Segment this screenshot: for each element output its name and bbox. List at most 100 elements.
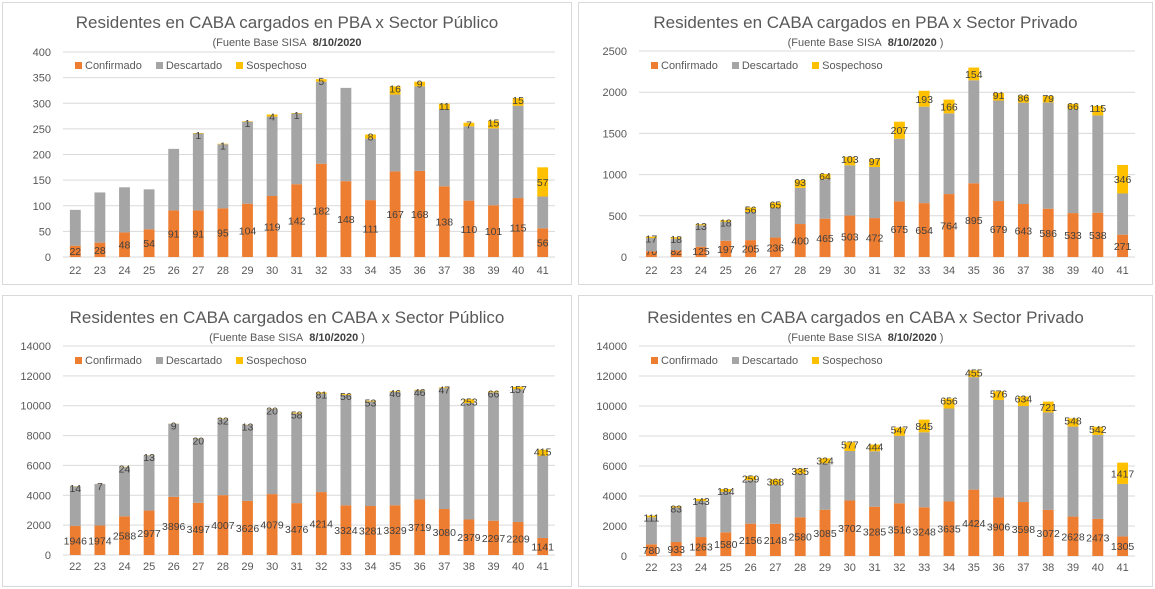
x-tick-label: 25: [720, 562, 732, 574]
bar-confirmado: [291, 184, 303, 257]
x-tick-label: 31: [291, 265, 303, 277]
data-label-confirmado: 115: [510, 223, 527, 235]
bar-sospechoso: [918, 90, 930, 107]
data-label-confirmado: 3635: [937, 524, 961, 536]
bar-confirmado: [389, 171, 401, 257]
data-label-confirmado: 4079: [260, 520, 284, 532]
bar-confirmado: [217, 495, 229, 555]
data-label-sospechoso: 13: [242, 422, 254, 434]
bar-confirmado: [695, 246, 707, 257]
data-label-confirmado: 1974: [88, 535, 112, 547]
x-tick-label: 26: [744, 562, 756, 574]
x-tick-label: 34: [364, 561, 376, 573]
data-label-confirmado: 54: [143, 238, 155, 250]
legend-swatch: [75, 356, 82, 364]
bar-descartado: [769, 207, 781, 238]
x-tick-label: 37: [438, 561, 450, 573]
data-label-confirmado: 91: [168, 229, 180, 241]
data-label-sospechoso: 634: [1015, 394, 1033, 406]
data-label-sospechoso: 58: [291, 410, 303, 422]
x-tick-label: 30: [266, 561, 278, 573]
bar-descartado: [242, 424, 253, 501]
x-tick-label: 23: [670, 265, 682, 277]
x-tick-label: 23: [94, 561, 106, 573]
data-label-confirmado: 3329: [383, 525, 407, 537]
y-tick-label: 500: [609, 211, 627, 223]
data-label-confirmado: 70: [646, 246, 658, 258]
x-tick-label: 38: [463, 561, 475, 573]
data-label-confirmado: 586: [1039, 228, 1057, 240]
data-label-sospechoso: 7: [97, 481, 103, 493]
bar-sospechoso: [389, 86, 401, 95]
legend-swatch: [651, 356, 658, 364]
bar-descartado: [819, 179, 831, 219]
data-label-sospechoso: 13: [695, 221, 707, 233]
y-tick-label: 0: [45, 550, 51, 562]
data-label-sospechoso: 721: [1039, 402, 1057, 414]
bar-descartado: [365, 401, 376, 507]
x-tick-label: 38: [463, 265, 475, 277]
x-tick-label: 35: [968, 562, 980, 574]
chart-title: Residentes en CABA cargados en CABA x Se…: [647, 308, 1084, 327]
bar-descartado: [968, 80, 980, 184]
bar-confirmado: [769, 523, 781, 556]
bar-confirmado: [340, 505, 352, 555]
x-tick-label: 29: [241, 561, 253, 573]
data-label-confirmado: 1305: [1111, 541, 1135, 553]
bar-sospechoso: [217, 143, 229, 145]
data-label-sospechoso: 548: [1064, 415, 1082, 427]
bar-descartado: [1042, 412, 1054, 510]
bar-sospechoso: [794, 468, 806, 474]
bar-descartado: [291, 413, 303, 504]
bar-descartado: [1092, 115, 1104, 213]
x-tick-label: 27: [192, 265, 204, 277]
y-tick-label: 8000: [603, 431, 627, 443]
bar-descartado: [993, 399, 1005, 498]
data-label-sospechoso: 11: [439, 101, 450, 113]
data-label-confirmado: 780: [643, 545, 661, 557]
y-tick-label: 8000: [27, 431, 51, 443]
x-tick-label: 34: [943, 562, 955, 574]
data-label-sospechoso: 66: [488, 388, 500, 400]
x-tick-label: 26: [168, 561, 180, 573]
legend-label: Sospechoso: [246, 60, 307, 73]
x-tick-label: 29: [819, 562, 831, 574]
x-tick-label: 29: [819, 265, 831, 277]
data-label-sospechoso: 259: [742, 473, 760, 485]
source-close: ): [936, 332, 944, 344]
data-label-confirmado: 764: [940, 221, 958, 233]
data-label-sospechoso: 577: [841, 439, 859, 451]
data-label-confirmado: 2977: [137, 528, 161, 540]
legend-label: Descartado: [741, 60, 799, 73]
data-label-sospechoso: 154: [965, 69, 983, 81]
data-label-sospechoso: 115: [1089, 103, 1106, 115]
data-label-sospechoso: 1: [245, 118, 251, 130]
x-tick-label: 30: [844, 562, 856, 574]
bar-confirmado: [943, 501, 955, 556]
bar-descartado: [1092, 434, 1104, 519]
y-tick-label: 6000: [603, 461, 627, 473]
data-label-sospechoso: 335: [791, 466, 809, 478]
bar-confirmado: [1042, 509, 1054, 556]
data-label-confirmado: 197: [717, 244, 735, 256]
bar-confirmado: [512, 198, 524, 257]
data-label-confirmado: 2297: [482, 533, 506, 545]
x-tick-label: 24: [118, 265, 130, 277]
data-label-sospechoso: 576: [990, 388, 1008, 400]
bar-confirmado: [488, 205, 499, 257]
legend-label: Sospechoso: [246, 355, 307, 368]
bar-descartado: [315, 81, 327, 164]
bar-confirmado: [918, 507, 930, 556]
bar-descartado: [365, 138, 376, 201]
data-label-confirmado: 168: [411, 209, 429, 221]
bar-confirmado: [488, 520, 499, 555]
source-date: 8/10/2020: [312, 37, 362, 49]
data-label-confirmado: 533: [1064, 230, 1082, 242]
bar-confirmado: [242, 500, 253, 555]
bar-confirmado: [645, 251, 657, 257]
legend-swatch: [75, 61, 82, 69]
bar-confirmado: [670, 250, 682, 257]
data-label-sospechoso: 20: [266, 406, 278, 418]
bar-descartado: [794, 187, 806, 225]
bar-sospechoso: [414, 81, 426, 87]
